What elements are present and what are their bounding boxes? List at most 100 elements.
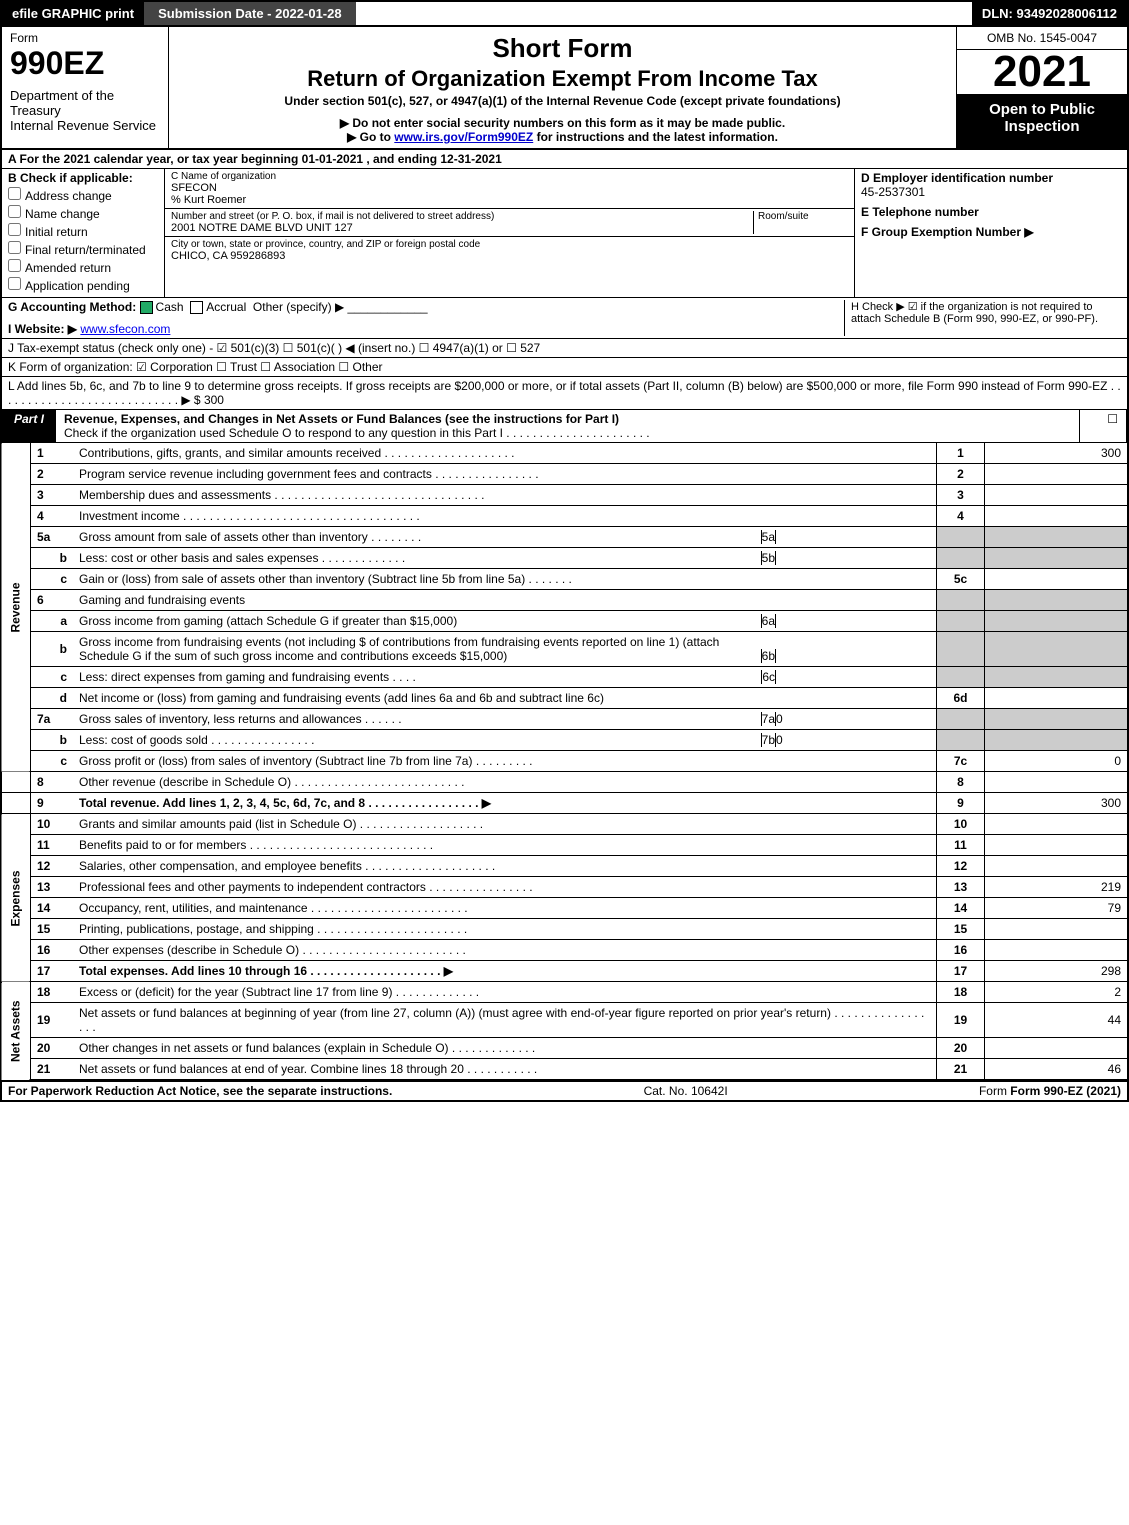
table-row: 4 Investment income . . . . . . . . . . …: [1, 506, 1128, 527]
form-number: 990EZ: [10, 45, 160, 82]
expenses-table: Expenses 10 Grants and similar amounts p…: [0, 814, 1129, 982]
section-h: H Check ▶ ☑ if the organization is not r…: [844, 300, 1121, 336]
chk-amended-return[interactable]: Amended return: [8, 259, 158, 275]
warning-ssn: ▶ Do not enter social security numbers o…: [177, 116, 948, 130]
table-row: 12 Salaries, other compensation, and emp…: [1, 856, 1128, 877]
table-row: 16 Other expenses (describe in Schedule …: [1, 940, 1128, 961]
section-gh: G Accounting Method: Cash Accrual Other …: [0, 298, 1129, 339]
table-row: 8 Other revenue (describe in Schedule O)…: [1, 772, 1128, 793]
expenses-sidelabel: Expenses: [1, 814, 31, 982]
line19-value: 44: [985, 1003, 1129, 1038]
line13-value: 219: [985, 877, 1129, 898]
tax-year: 2021: [957, 50, 1127, 95]
table-row: d Net income or (loss) from gaming and f…: [1, 688, 1128, 709]
chk-application-pending[interactable]: Application pending: [8, 277, 158, 293]
room-label: Room/suite: [758, 211, 848, 222]
form-title-block: Short Form Return of Organization Exempt…: [169, 27, 956, 148]
line7b-value: 0: [776, 733, 936, 747]
ein-value: 45-2537301: [861, 185, 925, 199]
chk-name-change[interactable]: Name change: [8, 205, 158, 221]
section-c-org: C Name of organization SFECON % Kurt Roe…: [165, 169, 855, 297]
part-i-header: Part I Revenue, Expenses, and Changes in…: [0, 410, 1129, 443]
section-def: D Employer identification number 45-2537…: [855, 169, 1127, 297]
form-ref: Form Form 990-EZ (2021): [979, 1084, 1121, 1098]
form-header: Form 990EZ Department of the Treasury In…: [0, 27, 1129, 150]
page-footer: For Paperwork Reduction Act Notice, see …: [0, 1081, 1129, 1102]
chk-cash-icon: [140, 301, 153, 314]
top-bar: efile GRAPHIC print Submission Date - 20…: [0, 0, 1129, 27]
table-row: 21 Net assets or fund balances at end of…: [1, 1059, 1128, 1081]
table-row: c Less: direct expenses from gaming and …: [1, 667, 1128, 688]
website-link[interactable]: www.sfecon.com: [80, 322, 170, 336]
chk-final-return[interactable]: Final return/terminated: [8, 241, 158, 257]
table-row: 2 Program service revenue including gove…: [1, 464, 1128, 485]
city-state-zip: CHICO, CA 959286893: [171, 250, 848, 262]
part-i-title: Revenue, Expenses, and Changes in Net As…: [56, 410, 1079, 442]
line1-value: 300: [985, 443, 1129, 464]
table-row: 13 Professional fees and other payments …: [1, 877, 1128, 898]
chk-initial-return[interactable]: Initial return: [8, 223, 158, 239]
table-row: Expenses 10 Grants and similar amounts p…: [1, 814, 1128, 835]
title-short-form: Short Form: [177, 33, 948, 64]
line7a-value: 0: [776, 712, 936, 726]
table-row: c Gain or (loss) from sale of assets oth…: [1, 569, 1128, 590]
goto-line: ▶ Go to www.irs.gov/Form990EZ for instru…: [177, 130, 948, 144]
city-label: City or town, state or province, country…: [171, 239, 848, 250]
dept-label: Department of the Treasury Internal Reve…: [10, 88, 160, 133]
table-row: b Less: cost or other basis and sales ex…: [1, 548, 1128, 569]
form-word: Form: [10, 31, 160, 45]
table-row: b Less: cost of goods sold . . . . . . .…: [1, 730, 1128, 751]
care-of: % Kurt Roemer: [171, 194, 848, 206]
table-row: b Gross income from fundraising events (…: [1, 632, 1128, 667]
section-b-checkboxes: B Check if applicable: Address change Na…: [2, 169, 165, 297]
header-right: OMB No. 1545-0047 2021 Open to Public In…: [956, 27, 1127, 148]
table-row: 5a Gross amount from sale of assets othe…: [1, 527, 1128, 548]
table-row: Revenue 1 Contributions, gifts, grants, …: [1, 443, 1128, 464]
ein-label: D Employer identification number: [861, 171, 1053, 185]
street-label: Number and street (or P. O. box, if mail…: [171, 211, 753, 222]
line7c-value: 0: [985, 751, 1129, 772]
phone-label: E Telephone number: [861, 205, 979, 219]
table-row: 19 Net assets or fund balances at beginn…: [1, 1003, 1128, 1038]
section-k-form-org: K Form of organization: ☑ Corporation ☐ …: [0, 358, 1129, 377]
table-row: 20 Other changes in net assets or fund b…: [1, 1038, 1128, 1059]
irs-link[interactable]: www.irs.gov/Form990EZ: [394, 130, 533, 144]
table-row: 9 Total revenue. Add lines 1, 2, 3, 4, 5…: [1, 793, 1128, 814]
revenue-table: Revenue 1 Contributions, gifts, grants, …: [0, 443, 1129, 814]
line9-total-revenue: 300: [985, 793, 1129, 814]
website-label: I Website: ▶: [8, 322, 77, 336]
table-row: c Gross profit or (loss) from sales of i…: [1, 751, 1128, 772]
netassets-sidelabel: Net Assets: [1, 982, 31, 1080]
schedule-o-checkbox[interactable]: ☐: [1079, 410, 1127, 442]
title-return: Return of Organization Exempt From Incom…: [177, 66, 948, 92]
table-row: 15 Printing, publications, postage, and …: [1, 919, 1128, 940]
line21-value: 46: [985, 1059, 1129, 1081]
org-name: SFECON: [171, 182, 848, 194]
cat-no: Cat. No. 10642I: [392, 1084, 979, 1098]
line17-total-expenses: 298: [985, 961, 1129, 982]
table-row: Net Assets 18 Excess or (deficit) for th…: [1, 982, 1128, 1003]
table-row: 17 Total expenses. Add lines 10 through …: [1, 961, 1128, 982]
org-name-label: C Name of organization: [171, 171, 848, 182]
submission-date-badge: Submission Date - 2022-01-28: [144, 2, 356, 25]
subtitle: Under section 501(c), 527, or 4947(a)(1)…: [177, 94, 948, 108]
netassets-table: Net Assets 18 Excess or (deficit) for th…: [0, 982, 1129, 1081]
chk-address-change[interactable]: Address change: [8, 187, 158, 203]
section-a-tax-year: A For the 2021 calendar year, or tax yea…: [0, 150, 1129, 169]
efile-print-button[interactable]: efile GRAPHIC print: [2, 2, 144, 25]
dln-label: DLN: 93492028006112: [972, 2, 1127, 25]
line18-value: 2: [985, 982, 1129, 1003]
table-row: a Gross income from gaming (attach Sched…: [1, 611, 1128, 632]
group-exemption-label: F Group Exemption Number ▶: [861, 225, 1034, 239]
line14-value: 79: [985, 898, 1129, 919]
table-row: 14 Occupancy, rent, utilities, and maint…: [1, 898, 1128, 919]
gross-receipts-amount: 300: [204, 393, 224, 407]
paperwork-notice: For Paperwork Reduction Act Notice, see …: [8, 1084, 392, 1098]
table-row: 3 Membership dues and assessments . . . …: [1, 485, 1128, 506]
chk-accrual-icon: [190, 301, 203, 314]
info-grid: B Check if applicable: Address change Na…: [0, 169, 1129, 298]
table-row: 11 Benefits paid to or for members . . .…: [1, 835, 1128, 856]
section-l-gross-receipts: L Add lines 5b, 6c, and 7b to line 9 to …: [0, 377, 1129, 410]
revenue-sidelabel: Revenue: [1, 443, 31, 772]
part-i-tab: Part I: [2, 410, 56, 442]
